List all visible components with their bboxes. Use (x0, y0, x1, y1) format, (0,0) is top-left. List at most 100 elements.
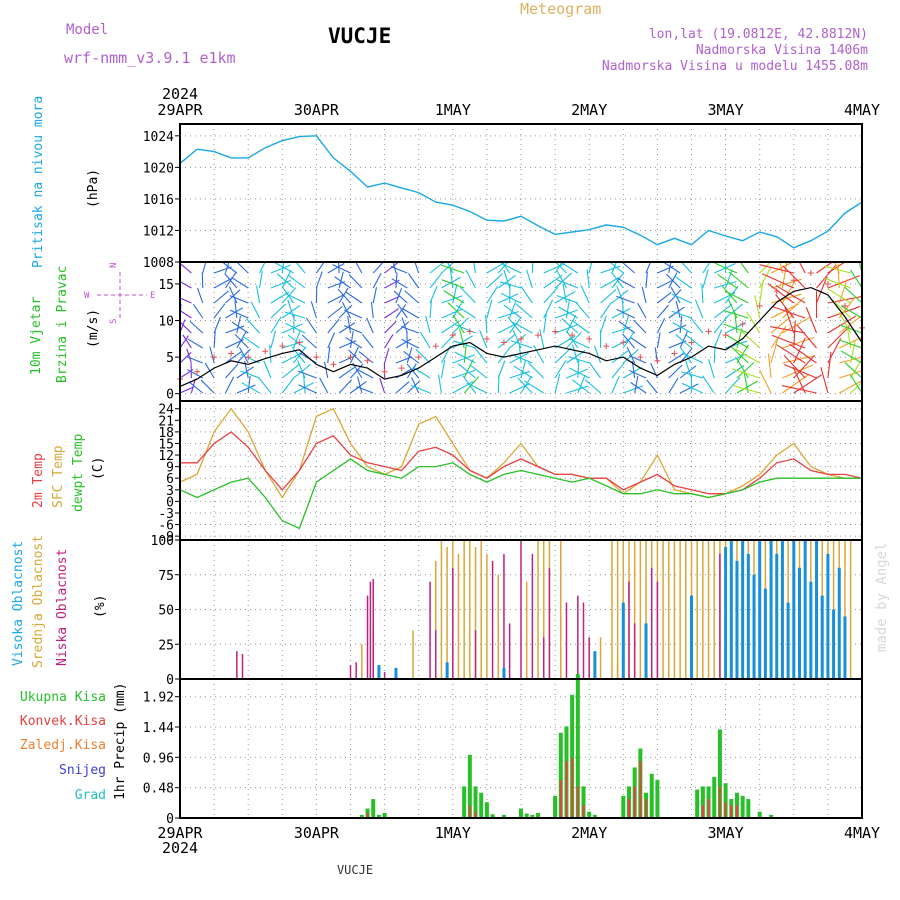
wind-barb (565, 314, 577, 334)
station-title: VUCJE (328, 24, 391, 48)
gust-marker (449, 332, 456, 339)
wind-barb (850, 381, 862, 394)
wind-barb (453, 340, 476, 349)
wind-barb (509, 370, 531, 379)
wind-barb (282, 352, 303, 364)
wind-barb (276, 273, 295, 289)
y-tick-label: 9 (166, 461, 174, 476)
precip-bar-conv (576, 786, 579, 818)
wind-barb (236, 331, 247, 349)
wind-barb (838, 279, 848, 304)
y-tick-label: 1012 (143, 224, 174, 239)
wind-barb (182, 334, 192, 349)
precip-bar-total (740, 795, 745, 818)
precip-bar-total (717, 729, 722, 818)
wind-barb (792, 367, 806, 394)
wind-barb (345, 337, 363, 349)
wind-barb (497, 360, 506, 379)
wind-barb (485, 314, 488, 334)
wind-barb (503, 270, 511, 289)
wind-barb (295, 262, 306, 274)
wind-barb (287, 274, 306, 289)
wind-barb (332, 264, 351, 274)
gust-marker (245, 354, 252, 361)
wind-barb (213, 278, 232, 289)
wind-barb (572, 379, 590, 394)
day-label-top: 29APR (157, 101, 203, 119)
wind-barb (702, 269, 709, 289)
wind-barb (452, 283, 458, 304)
wind-barb (754, 295, 761, 319)
precip-bar-total (712, 776, 717, 818)
gust-marker (313, 354, 320, 361)
wind-barb (713, 303, 733, 319)
precip-bar-total (723, 783, 728, 818)
wind-barb (730, 345, 749, 364)
wind-barb (305, 317, 317, 334)
wind-barb (568, 338, 590, 349)
wind-barb (497, 275, 516, 289)
wind-barb (736, 358, 749, 379)
wind-barb (767, 353, 772, 379)
wind-barb (824, 277, 851, 289)
wind-barb (411, 377, 420, 394)
wind-barb (349, 330, 354, 349)
wind-barb (679, 365, 697, 379)
wind-barb (401, 317, 408, 334)
wind-barb (429, 272, 443, 289)
wind-barb (343, 325, 363, 334)
y-tick-label: 0 (166, 812, 174, 827)
wind-barb (646, 379, 658, 394)
precip-bar-total (553, 795, 558, 818)
wind-barb (225, 325, 245, 334)
wind-barb (401, 307, 419, 319)
wind-barb (554, 347, 572, 364)
day-label-bottom: 29APR (157, 824, 203, 842)
wind-barb (395, 338, 412, 349)
wind-barb (338, 366, 355, 379)
y-tick-label: 1008 (143, 256, 174, 271)
wind-barbs (180, 262, 862, 394)
wind-barb (527, 362, 545, 379)
wind-barb (701, 284, 704, 304)
wind-barb (793, 337, 806, 364)
watermark: made by Angel (874, 542, 890, 652)
wind-barb (839, 370, 862, 379)
model-name: wrf-nmm_v3.9.1 e1km (64, 49, 236, 67)
precip-bar-conv (724, 802, 727, 818)
wind-barb (782, 265, 806, 289)
precip-bar-total (359, 814, 364, 818)
wind-barb (315, 262, 325, 274)
wind-barb (513, 365, 533, 379)
wind-barb (437, 374, 442, 394)
wind-barb (412, 366, 431, 379)
wind-barb (503, 304, 522, 319)
precip-bar-total (769, 814, 774, 818)
wind-barb (356, 386, 374, 394)
wind-barb (611, 271, 624, 289)
wind-barb (301, 334, 317, 349)
wind-barb (520, 375, 532, 394)
wind-barb (298, 384, 317, 394)
gust-marker (773, 288, 780, 295)
wind-barb (827, 315, 857, 334)
wind-barb (463, 376, 480, 394)
wind-barb (452, 314, 465, 334)
wind-barb (465, 269, 477, 289)
cloud-label-low: Niska Oblacnost (55, 549, 70, 666)
wind-barb (225, 307, 244, 319)
y-tick-label: 6 (166, 472, 174, 487)
wind-barb (611, 262, 617, 274)
wind-barb (512, 330, 522, 349)
wind-barb (531, 262, 534, 274)
y-tick-label: 50 (158, 604, 174, 619)
wind-barb (725, 269, 733, 289)
wind-barb (572, 344, 579, 364)
y-tick-label: 1.44 (143, 721, 174, 736)
wind-barb (270, 264, 291, 274)
wind-barb (539, 328, 545, 349)
wind-barb (668, 324, 687, 334)
wind-barb (666, 273, 681, 289)
y-tick-label: 15 (158, 278, 174, 293)
wind-barb (543, 263, 566, 274)
